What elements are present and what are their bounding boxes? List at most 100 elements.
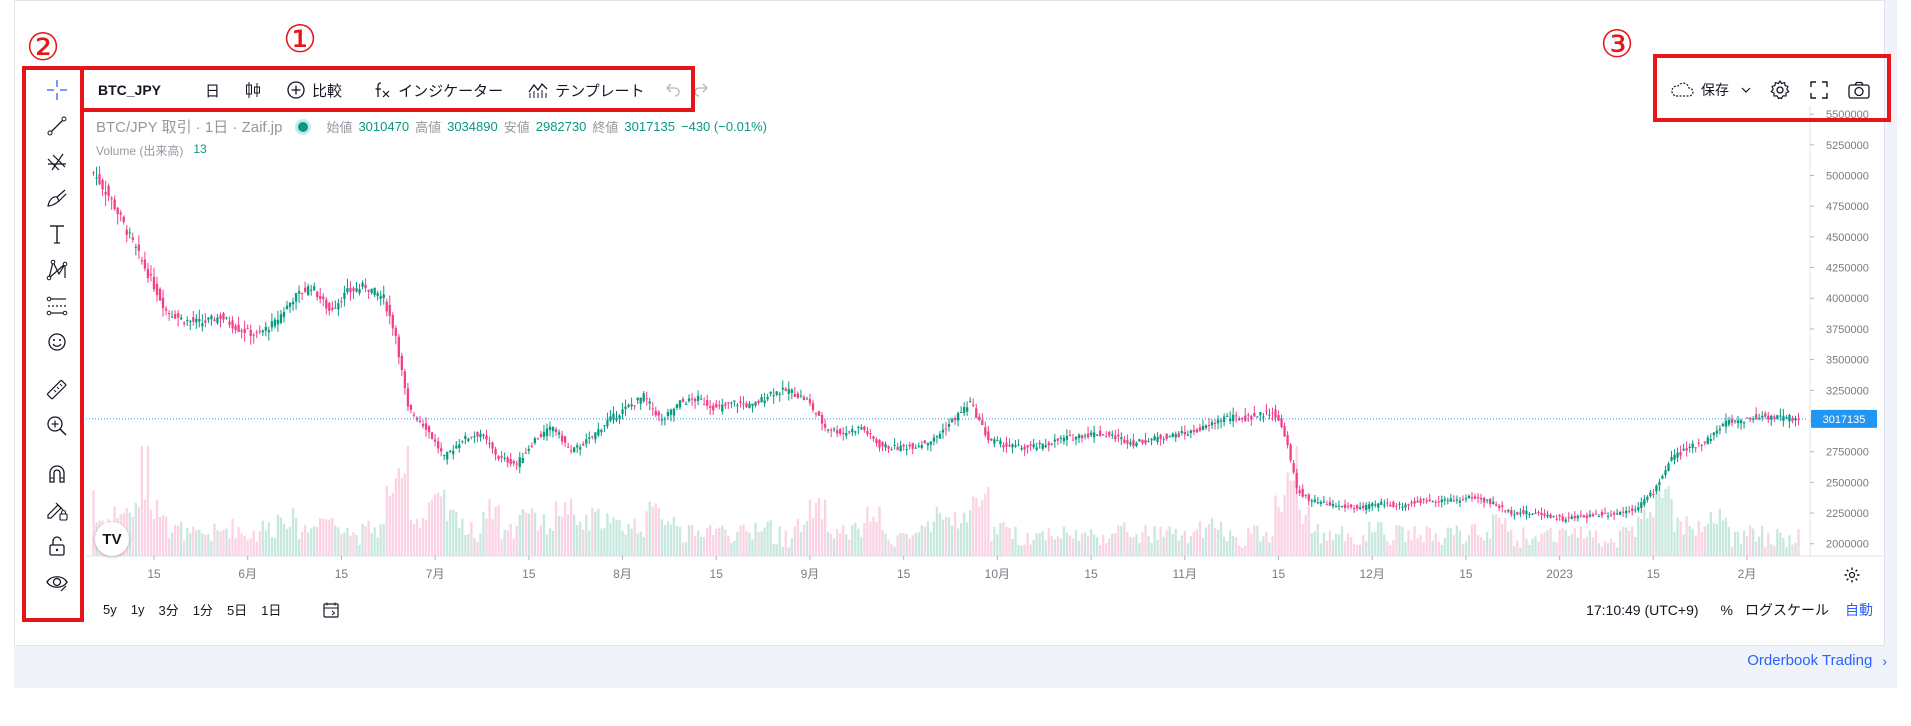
volume-bar bbox=[334, 525, 337, 556]
axis-settings-gear-icon[interactable] bbox=[1843, 566, 1861, 584]
volume-bar bbox=[494, 506, 497, 556]
volume-bar bbox=[636, 533, 639, 556]
range-1m-button[interactable]: 1分 bbox=[192, 603, 213, 618]
tradingview-logo-icon[interactable]: TV bbox=[95, 522, 129, 556]
volume-bar bbox=[443, 489, 446, 556]
candle-body bbox=[978, 416, 981, 420]
market-status-icon[interactable] bbox=[298, 121, 309, 132]
indicators-button[interactable]: インジケーター bbox=[354, 72, 515, 108]
unlock-tool-button[interactable] bbox=[37, 528, 77, 564]
chevron-down-icon[interactable] bbox=[1741, 86, 1751, 94]
time-tick-label: 2月 bbox=[1738, 567, 1757, 581]
volume-bar bbox=[1688, 525, 1691, 556]
template-button[interactable]: テンプレート bbox=[515, 72, 657, 108]
volume-bar bbox=[1147, 536, 1150, 556]
volume-bar bbox=[1123, 522, 1126, 556]
candle-body bbox=[1422, 498, 1425, 500]
magnet-tool-button[interactable] bbox=[37, 456, 77, 492]
orderbook-trading-link[interactable]: Orderbook Trading › bbox=[1747, 652, 1887, 669]
price-tick-label: 3750000 bbox=[1826, 324, 1869, 336]
candle-body bbox=[297, 291, 301, 294]
candle-body bbox=[95, 177, 98, 179]
candle-body bbox=[1325, 504, 1329, 506]
candle-body bbox=[993, 439, 996, 444]
candle-body bbox=[1449, 498, 1452, 502]
calendar-icon[interactable] bbox=[322, 601, 340, 619]
candle-body bbox=[1092, 432, 1096, 437]
candle-body bbox=[651, 408, 654, 410]
settings-button[interactable] bbox=[1760, 72, 1800, 108]
volume-bar bbox=[1464, 541, 1468, 556]
candle-body bbox=[1186, 434, 1189, 436]
prediction-tool-button[interactable] bbox=[37, 288, 77, 324]
candle-body bbox=[1201, 425, 1205, 431]
volume-bar bbox=[699, 537, 703, 556]
emoji-tool-button[interactable] bbox=[37, 324, 77, 360]
volume-bar bbox=[793, 526, 796, 556]
pattern-tool-button[interactable] bbox=[37, 252, 77, 288]
candle-body bbox=[394, 328, 397, 336]
volume-bar bbox=[1776, 528, 1779, 556]
interval-button[interactable]: 日 bbox=[205, 82, 221, 100]
candle-body bbox=[527, 448, 530, 451]
zoom-in-tool-button[interactable] bbox=[37, 408, 77, 444]
volume-bar bbox=[1631, 526, 1634, 556]
volume-bar bbox=[213, 523, 216, 556]
volume-bar bbox=[1440, 545, 1443, 556]
candle-body bbox=[1582, 515, 1586, 518]
volume-bar bbox=[1389, 544, 1392, 556]
volume-bar bbox=[385, 485, 388, 556]
volume-bar bbox=[1313, 531, 1316, 556]
snapshot-button[interactable] bbox=[1838, 72, 1880, 108]
time-axis[interactable]: 15 6月 15 7月 15 8月 15 9月 15 10月 15 11月 15 12月 15 2023 15 2… bbox=[147, 556, 1756, 581]
lock-drawing-tool-button[interactable] bbox=[37, 492, 77, 528]
compare-button[interactable]: 比較 bbox=[274, 72, 354, 108]
volume-bar bbox=[724, 529, 727, 556]
volume-bar bbox=[1219, 521, 1223, 556]
volume-bar bbox=[1331, 540, 1335, 556]
symbol-search-button[interactable]: BTC_JPY bbox=[98, 82, 162, 98]
candle-body bbox=[1295, 472, 1298, 489]
volume-bar bbox=[941, 519, 945, 556]
hide-tool-button[interactable] bbox=[37, 564, 77, 600]
candle-body bbox=[1700, 444, 1703, 446]
candle-body bbox=[1250, 416, 1253, 420]
text-tool-button[interactable] bbox=[37, 216, 77, 252]
volume-bar bbox=[1014, 526, 1017, 556]
range-5d-button[interactable]: 5日 bbox=[226, 603, 248, 618]
fullscreen-button[interactable] bbox=[1800, 72, 1838, 108]
candle-body bbox=[902, 444, 905, 447]
log-scale-button[interactable]: ログスケール bbox=[1745, 602, 1829, 618]
candle-body bbox=[279, 314, 283, 323]
volume-bar bbox=[349, 535, 352, 556]
redo-button[interactable] bbox=[687, 72, 717, 108]
brush-tool-button[interactable] bbox=[37, 180, 77, 216]
volume-bar bbox=[805, 521, 809, 556]
save-button[interactable]: 保存 bbox=[1660, 72, 1760, 108]
candle-body bbox=[1470, 497, 1474, 499]
range-1d-button[interactable]: 1日 bbox=[261, 603, 282, 618]
candle-body bbox=[1313, 499, 1316, 502]
candle-body bbox=[446, 451, 449, 460]
candle-body bbox=[1495, 504, 1498, 506]
fib-tool-button[interactable] bbox=[37, 144, 77, 180]
clock-text[interactable]: 17:10:49 (UTC+9) bbox=[1586, 602, 1699, 618]
candle-body bbox=[1634, 509, 1637, 511]
volume-bar bbox=[972, 496, 975, 556]
ruler-tool-button[interactable] bbox=[37, 372, 77, 408]
volume-bar bbox=[1709, 511, 1712, 556]
price-axis[interactable]: 5500000 5250000 5000000 4750000 4500000 42500… bbox=[1810, 109, 1869, 551]
chart-type-button[interactable] bbox=[232, 72, 274, 108]
auto-scale-button[interactable]: 自動 bbox=[1845, 602, 1873, 618]
percent-scale-button[interactable]: % bbox=[1720, 602, 1733, 618]
candle-body bbox=[645, 398, 648, 400]
volume-bar bbox=[621, 530, 624, 556]
undo-button[interactable] bbox=[657, 72, 687, 108]
range-3m-button[interactable]: 3分 bbox=[158, 603, 179, 618]
candle-body bbox=[1147, 441, 1150, 443]
range-1y-button[interactable]: 1y bbox=[130, 602, 145, 617]
volume-bar bbox=[820, 519, 824, 556]
trend-line-tool-button[interactable] bbox=[37, 108, 77, 144]
crosshair-tool-button[interactable] bbox=[37, 72, 77, 108]
range-5y-button[interactable]: 5y bbox=[103, 602, 117, 617]
